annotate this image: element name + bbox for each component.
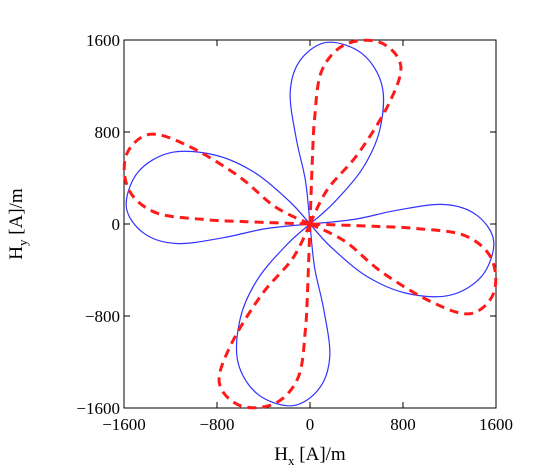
y-tick-label: −1600 bbox=[76, 399, 120, 418]
dashed-red-loop-3 bbox=[122, 132, 311, 226]
y-tick-label: 0 bbox=[112, 215, 121, 234]
y-axis-label: Hy [A]/m bbox=[6, 188, 30, 260]
dashed-red-loop-2 bbox=[217, 223, 312, 410]
y-tick-label: −800 bbox=[85, 307, 120, 326]
x-axis-label-sub: x bbox=[288, 453, 295, 468]
y-axis-label-unit: [A]/m bbox=[6, 188, 27, 239]
y-ticks: −1600 −800 0 800 1600 bbox=[76, 31, 496, 418]
x-axis-label-unit: [A]/m bbox=[295, 444, 346, 465]
x-tick-label: −1600 bbox=[102, 415, 146, 434]
y-axis-label-main: H bbox=[6, 246, 27, 260]
dashed-red-loop-1 bbox=[309, 222, 498, 316]
x-ticks: −1600 −800 0 800 1600 bbox=[102, 40, 513, 434]
y-tick-label: 800 bbox=[95, 123, 121, 142]
solid-blue-loop-0 bbox=[289, 41, 385, 225]
y-axis-label-sub: y bbox=[15, 239, 30, 246]
x-axis-label-main: H bbox=[274, 444, 288, 465]
solid-blue-loop-2 bbox=[235, 223, 331, 407]
x-tick-label: 0 bbox=[306, 415, 315, 434]
solid-blue-loop-3 bbox=[125, 150, 311, 245]
series-group bbox=[122, 38, 498, 410]
x-tick-label: −800 bbox=[199, 415, 234, 434]
solid-blue-loop-1 bbox=[309, 203, 495, 298]
x-tick-label: 800 bbox=[390, 415, 416, 434]
x-axis-label: Hx [A]/m bbox=[274, 444, 346, 468]
dashed-red-loop-0 bbox=[308, 38, 403, 225]
x-tick-label: 1600 bbox=[479, 415, 513, 434]
y-tick-label: 1600 bbox=[86, 31, 120, 50]
